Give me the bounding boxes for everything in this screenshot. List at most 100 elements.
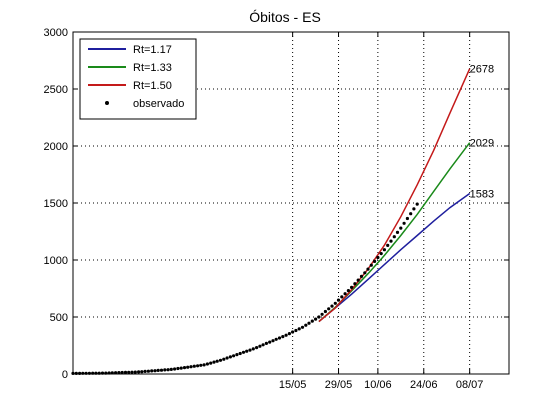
legend-label: observado <box>133 98 184 110</box>
observed-point <box>294 328 298 333</box>
observed-point <box>304 323 308 327</box>
observed-point <box>140 370 144 374</box>
observed-point <box>123 370 128 374</box>
observed-point <box>196 364 200 368</box>
observed-point <box>176 366 180 371</box>
observed-point <box>340 295 344 299</box>
observed-point <box>182 366 187 370</box>
observed-point <box>120 370 124 375</box>
observed-point <box>130 370 134 374</box>
legend-label: Rt=1.50 <box>133 80 172 92</box>
observed-point <box>320 312 324 316</box>
observed-point <box>261 343 265 347</box>
observed-point <box>156 368 160 372</box>
x-tick-label: 15/05 <box>279 379 307 391</box>
x-axis: 15/05 29/05 10/06 24/06 08/07 <box>279 32 484 391</box>
y-tick-label: 0 <box>62 369 68 381</box>
observed-point <box>353 282 357 286</box>
observed-point <box>366 267 370 271</box>
observed-point <box>192 364 196 368</box>
y-axis: 0 500 1000 1500 2000 2500 3000 <box>44 27 509 381</box>
y-tick-label: 500 <box>50 312 68 324</box>
observed-point <box>179 366 183 370</box>
observed-point <box>133 370 137 374</box>
observed-point <box>274 337 278 341</box>
observed-point <box>363 271 367 275</box>
y-tick-label: 1000 <box>44 255 68 267</box>
grid <box>73 32 509 374</box>
observed-point <box>300 325 305 329</box>
observed-point <box>281 335 285 339</box>
observed-point <box>307 321 311 325</box>
observed-point <box>277 336 282 340</box>
observed-point <box>78 371 82 375</box>
observed-point <box>268 340 272 344</box>
observed-point <box>287 332 291 336</box>
end-labels: 1583 2029 2678 <box>470 64 494 201</box>
observed-point <box>412 207 416 211</box>
observed-point <box>189 365 193 369</box>
end-value-label: 2029 <box>470 138 494 150</box>
series-line-rt-3 <box>318 68 471 323</box>
observed-point <box>163 368 167 372</box>
observed-point <box>159 368 164 372</box>
observed-point <box>343 292 347 296</box>
observed-point <box>350 285 354 289</box>
y-tick-label: 1500 <box>44 198 68 210</box>
legend: Rt=1.17 Rt=1.33 Rt=1.50 observado <box>79 38 197 120</box>
y-tick-label: 2000 <box>44 141 68 153</box>
observed-point <box>379 252 383 256</box>
x-tick-label: 24/06 <box>410 379 438 391</box>
observed-point <box>235 353 239 357</box>
observed-point <box>395 230 400 234</box>
observed-point <box>376 255 380 260</box>
observed-point <box>137 370 141 374</box>
observed-point <box>205 362 209 366</box>
end-value-label: 2678 <box>470 64 494 76</box>
observed-point <box>218 358 223 362</box>
observed-point <box>238 351 242 356</box>
series-layer <box>318 68 471 323</box>
observed-point <box>153 369 157 373</box>
observed-point <box>399 226 403 230</box>
observed-point <box>330 304 334 308</box>
observed-point <box>382 248 386 252</box>
observed-point <box>359 274 364 278</box>
observed-point <box>117 371 121 375</box>
observed-point <box>251 347 255 351</box>
observed-point <box>356 278 360 282</box>
observed-point <box>369 263 373 267</box>
observed-point <box>74 371 78 375</box>
observed-point <box>127 370 131 374</box>
observed-point <box>297 327 301 331</box>
observed-point <box>228 355 232 359</box>
chart-title: Óbitos - ES <box>249 9 321 25</box>
x-tick-label: 08/07 <box>456 379 484 391</box>
observed-point <box>346 289 350 293</box>
x-tick-label: 29/05 <box>325 379 353 391</box>
observed-point <box>373 259 377 263</box>
observed-point <box>186 365 190 369</box>
observed-point <box>323 309 327 314</box>
observed-point <box>271 339 275 343</box>
legend-label: Rt=1.33 <box>133 62 172 74</box>
x-tick-label: 10/06 <box>364 379 392 391</box>
observed-point <box>284 333 288 337</box>
observed-point <box>409 212 413 216</box>
observed-point <box>241 350 246 354</box>
end-value-label: 1583 <box>470 189 494 201</box>
observed-point <box>386 243 390 247</box>
observed-point <box>169 367 173 371</box>
observed-point <box>264 341 268 345</box>
observed-point <box>143 369 147 373</box>
observed-point <box>389 239 393 243</box>
legend-swatch-dot <box>105 101 109 105</box>
observed-point <box>255 346 259 350</box>
observed-point <box>173 367 177 371</box>
observed-point <box>248 348 252 352</box>
y-tick-label: 3000 <box>44 27 68 39</box>
series-line-rt-1 <box>318 192 471 323</box>
observed-point <box>317 315 321 319</box>
legend-label: Rt=1.17 <box>133 44 172 56</box>
